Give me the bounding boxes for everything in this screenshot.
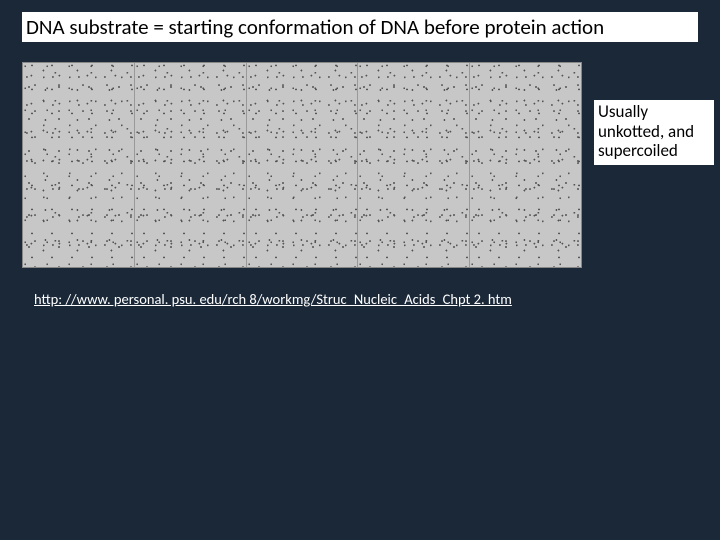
panel-3-medium-supercoil	[247, 63, 359, 267]
dna-supercoil-figure	[22, 62, 582, 268]
micrograph-grain	[247, 63, 358, 267]
slide-title: DNA substrate = starting conformation of…	[22, 12, 698, 42]
panel-5-fully-supercoiled	[470, 63, 581, 267]
micrograph-grain	[23, 63, 134, 267]
panel-1-relaxed-loop	[23, 63, 135, 267]
micrograph-grain	[135, 63, 246, 267]
micrograph-grain	[470, 63, 581, 267]
source-link[interactable]: http: //www. personal. psu. edu/rch 8/wo…	[34, 290, 534, 308]
micrograph-grain	[358, 63, 469, 267]
figure-caption: Usually unkotted, and supercoiled	[594, 100, 714, 165]
panel-4-tight-supercoil	[358, 63, 470, 267]
panel-2-loose-twist	[135, 63, 247, 267]
